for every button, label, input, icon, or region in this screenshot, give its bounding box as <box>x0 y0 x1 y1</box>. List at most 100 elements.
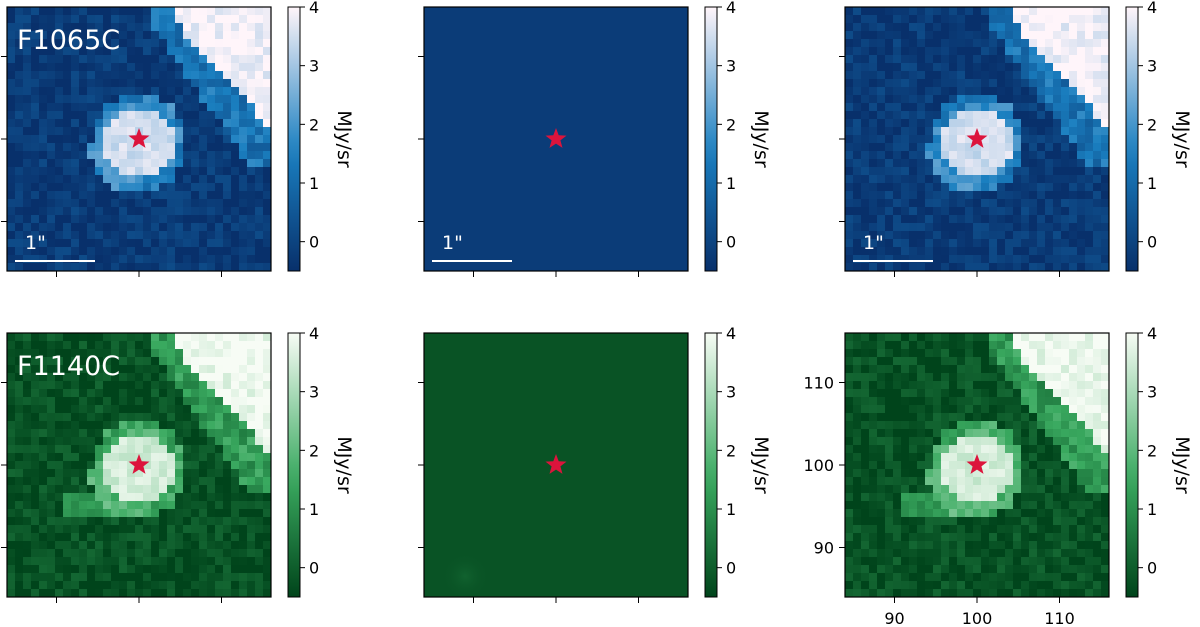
image-pixel <box>877 525 886 534</box>
image-pixel <box>957 223 966 232</box>
image-pixel <box>63 565 72 574</box>
image-pixel <box>175 175 184 184</box>
image-pixel <box>263 349 271 358</box>
image-pixel <box>885 135 894 144</box>
image-pixel <box>1069 111 1078 120</box>
image-pixel <box>1013 167 1022 176</box>
image-pixel <box>1005 469 1014 478</box>
image-pixel <box>55 119 64 128</box>
image-pixel <box>223 143 232 152</box>
image-pixel <box>119 71 128 80</box>
image-pixel <box>853 445 862 454</box>
image-pixel <box>949 215 958 224</box>
image-pixel <box>973 565 982 574</box>
image-pixel <box>143 63 152 72</box>
image-pixel <box>7 183 16 192</box>
image-pixel <box>23 493 32 502</box>
image-pixel <box>191 231 200 240</box>
image-pixel <box>207 79 216 88</box>
image-pixel <box>159 119 168 128</box>
image-pixel <box>175 31 184 40</box>
image-pixel <box>23 55 32 64</box>
image-pixel <box>143 517 152 526</box>
image-pixel <box>119 525 128 534</box>
image-pixel <box>127 589 136 597</box>
image-pixel <box>87 437 96 446</box>
image-pixel <box>55 413 64 422</box>
image-pixel <box>989 39 998 48</box>
image-pixel <box>997 461 1006 470</box>
image-pixel <box>127 453 136 462</box>
image-pixel <box>87 119 96 128</box>
image-pixel <box>1005 565 1014 574</box>
image-pixel <box>901 231 910 240</box>
image-pixel <box>79 461 88 470</box>
image-pixel <box>63 7 72 16</box>
image-pixel <box>1021 397 1030 406</box>
image-pixel <box>199 175 208 184</box>
image-pixel <box>1077 15 1086 24</box>
image-pixel <box>111 437 120 446</box>
image-pixel <box>965 429 974 438</box>
image-pixel <box>853 413 862 422</box>
image-pixel <box>263 87 271 96</box>
image-pixel <box>215 207 224 216</box>
image-pixel <box>1037 573 1046 582</box>
image-pixel <box>1045 103 1054 112</box>
image-pixel <box>1005 549 1014 558</box>
image-pixel <box>925 119 934 128</box>
image-pixel <box>15 421 24 430</box>
image-pixel <box>223 207 232 216</box>
image-pixel <box>861 239 870 248</box>
image-pixel <box>39 445 48 454</box>
image-pixel <box>941 207 950 216</box>
image-pixel <box>151 47 160 56</box>
colorbar-label: MJy/sr <box>1171 110 1193 168</box>
image-pixel <box>1101 31 1109 40</box>
image-pixel <box>853 207 862 216</box>
image-pixel <box>15 127 24 136</box>
image-pixel <box>893 581 902 590</box>
image-pixel <box>885 573 894 582</box>
image-pixel <box>1037 151 1046 160</box>
image-pixel <box>1005 365 1014 374</box>
image-pixel <box>965 573 974 582</box>
image-pixel <box>1085 477 1094 486</box>
image-pixel <box>231 509 240 518</box>
image-pixel <box>23 231 32 240</box>
image-pixel <box>39 469 48 478</box>
image-pixel <box>893 87 902 96</box>
image-pixel <box>949 389 958 398</box>
image-pixel <box>31 191 40 200</box>
image-pixel <box>119 485 128 494</box>
image-pixel <box>215 247 224 256</box>
image-pixel <box>31 557 40 566</box>
image-pixel <box>909 405 918 414</box>
image-pixel <box>31 159 40 168</box>
image-pixel <box>31 239 40 248</box>
image-pixel <box>997 517 1006 526</box>
image-pixel <box>957 15 966 24</box>
image-pixel <box>207 143 216 152</box>
image-pixel <box>973 429 982 438</box>
image-pixel <box>965 581 974 590</box>
image-pixel <box>263 151 271 160</box>
image-pixel <box>223 55 232 64</box>
image-pixel <box>925 23 934 32</box>
image-pixel <box>87 389 96 398</box>
image-pixel <box>861 223 870 232</box>
image-pixel <box>901 79 910 88</box>
image-pixel <box>941 485 950 494</box>
image-pixel <box>1021 557 1030 566</box>
image-pixel <box>901 397 910 406</box>
image-pixel <box>1021 47 1030 56</box>
image-pixel <box>1005 55 1014 64</box>
image-pixel <box>1085 247 1094 256</box>
image-pixel <box>39 341 48 350</box>
image-pixel <box>1101 87 1109 96</box>
image-pixel <box>247 509 256 518</box>
image-pixel <box>31 429 40 438</box>
image-pixel <box>949 79 958 88</box>
image-pixel <box>885 341 894 350</box>
